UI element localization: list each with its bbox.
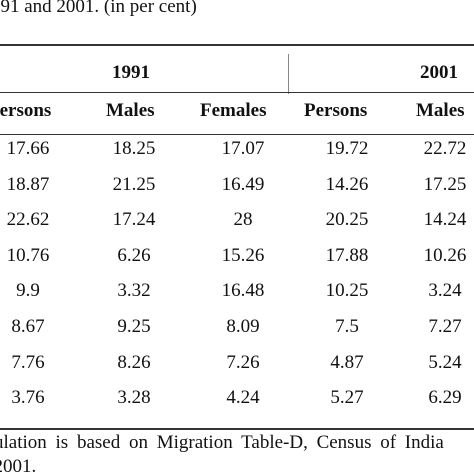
table-cell-females-1991-row-5: 16.48	[221, 280, 265, 301]
year-header-rule	[0, 92, 474, 93]
year-header-2001: 2001	[420, 62, 458, 83]
table-cell-males-2001-row-1: 22.72	[423, 138, 467, 159]
column-header-males-1991: Males	[106, 100, 155, 121]
table-cell-males-1991-row-8: 3.28	[117, 387, 151, 408]
table-cell-persons-1991-row-2: 18.87	[6, 174, 50, 195]
table-cell-males-1991-row-4: 6.26	[117, 245, 151, 266]
table-cell-males-2001-row-5: 3.24	[428, 280, 462, 301]
table-cell-persons-2001-row-2: 14.26	[325, 174, 369, 195]
table-cell-persons-2001-row-8: 5.27	[330, 387, 364, 408]
column-header-persons-1991: Persons	[0, 100, 52, 121]
table-cell-persons-1991-row-6: 8.67	[11, 316, 45, 337]
table-cell-females-1991-row-6: 8.09	[226, 316, 260, 337]
year-header-1991: 1991	[112, 62, 150, 83]
table-cell-persons-2001-row-6: 7.5	[335, 316, 359, 337]
table-cell-males-1991-row-3: 17.24	[112, 209, 156, 230]
column-header-females-1991: Females	[200, 100, 267, 121]
table-cell-males-1991-row-7: 8.26	[117, 352, 151, 373]
table-cell-males-2001-row-3: 14.24	[423, 209, 467, 230]
table-cell-persons-1991-row-1: 17.66	[6, 138, 50, 159]
table-cell-females-1991-row-1: 17.07	[221, 138, 265, 159]
column-header-males-2001: Males	[416, 100, 465, 121]
table-cell-persons-1991-row-5: 9.9	[16, 280, 40, 301]
source-note-line-2: , 2001.	[0, 456, 37, 474]
table-caption: 991 and 2001. (in per cent)	[0, 0, 197, 17]
table-cell-males-1991-row-5: 3.32	[117, 280, 151, 301]
table-bottom-rule	[0, 428, 474, 430]
table-cell-females-1991-row-7: 7.26	[226, 352, 260, 373]
table-cell-females-1991-row-8: 4.24	[226, 387, 260, 408]
table-cell-persons-2001-row-7: 4.87	[330, 352, 364, 373]
table-cell-persons-1991-row-7: 7.76	[11, 352, 45, 373]
table-cell-females-1991-row-4: 15.26	[221, 245, 265, 266]
table-cell-males-2001-row-4: 10.26	[423, 245, 467, 266]
column-header-rule	[0, 134, 474, 135]
table-cell-males-2001-row-2: 17.25	[423, 174, 467, 195]
table-cell-persons-2001-row-1: 19.72	[325, 138, 369, 159]
table-cell-males-2001-row-8: 6.29	[428, 387, 462, 408]
table-cell-males-1991-row-6: 9.25	[117, 316, 151, 337]
year-divider	[288, 54, 289, 94]
table-cell-males-1991-row-1: 18.25	[112, 138, 156, 159]
table-cell-males-2001-row-6: 7.27	[428, 316, 462, 337]
table-cell-persons-1991-row-8: 3.76	[11, 387, 45, 408]
table-top-rule	[0, 44, 474, 46]
table-cell-persons-2001-row-3: 20.25	[325, 209, 369, 230]
table-cell-persons-2001-row-4: 17.88	[325, 245, 369, 266]
table-cell-males-2001-row-7: 5.24	[428, 352, 462, 373]
table-cell-females-1991-row-2: 16.49	[221, 174, 265, 195]
table-cell-persons-1991-row-4: 10.76	[6, 245, 50, 266]
table-cell-males-1991-row-2: 21.25	[112, 174, 156, 195]
table-cell-persons-2001-row-5: 10.25	[325, 280, 369, 301]
table-cell-females-1991-row-3: 28	[233, 209, 253, 230]
source-note-line-1: ulation is based on Migration Table-D, C…	[0, 432, 444, 453]
column-header-persons-2001: Persons	[304, 100, 368, 121]
table-cell-persons-1991-row-3: 22.62	[6, 209, 50, 230]
